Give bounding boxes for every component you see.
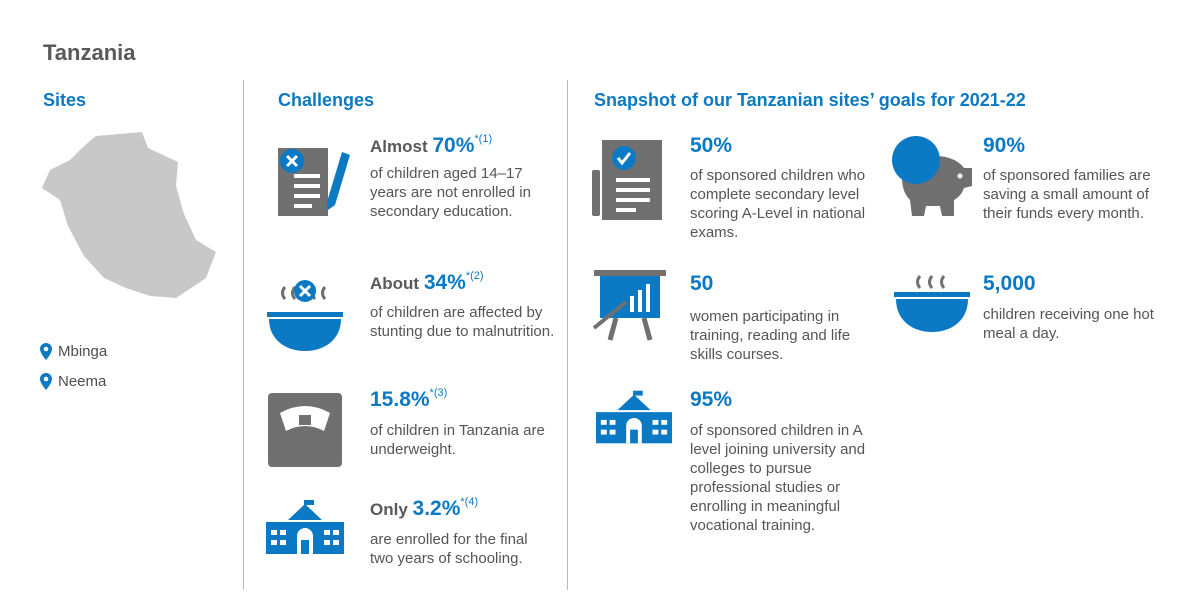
presentation-board-icon [592, 270, 666, 341]
challenge-1-headline: Almost 70%*(1) [370, 133, 493, 158]
school-icon [596, 390, 672, 444]
school-icon [266, 500, 344, 554]
goal-5-value: 95% [690, 388, 733, 411]
challenge-1-text: of children aged 14–17 years are not enr… [370, 165, 531, 220]
site-label: Mbinga [58, 343, 108, 360]
challenge-2-ref: *(2) [465, 270, 484, 282]
document-x-icon [278, 148, 350, 216]
tanzania-map [42, 132, 216, 298]
column-divider [243, 80, 244, 590]
location-pin-icon [40, 373, 52, 390]
goal-1-text: of sponsored children who complete secon… [690, 167, 866, 241]
challenge-1-prefix: Almost [370, 137, 428, 156]
challenge-1-value: 70% [432, 134, 475, 157]
challenge-4-prefix: Only [370, 500, 408, 519]
challenge-2-text: of children are affected by stunting due… [370, 304, 555, 340]
challenges-heading: Challenges [278, 90, 375, 110]
column-divider [567, 80, 568, 590]
goal-3-text: women participating in training, reading… [690, 308, 851, 363]
document-check-icon [592, 140, 662, 220]
goal-3-value: 50 [690, 272, 714, 295]
site-item-neema: Neema [40, 373, 106, 390]
challenge-2-value: 34% [423, 271, 466, 294]
page-title: Tanzania [43, 40, 136, 65]
goal-2-text: of sponsored families are saving a small… [983, 167, 1151, 222]
goal-4-text: children receiving one hot meal a day. [983, 306, 1154, 342]
scale-icon [268, 393, 342, 467]
challenge-3-value: 15.8% [370, 388, 430, 411]
challenge-4-ref: *(4) [460, 496, 479, 508]
site-item-mbinga: Mbinga [40, 343, 107, 360]
goal-2-value: 90% [983, 134, 1026, 157]
bowl-x-icon [267, 280, 343, 351]
goal-1-value: 50% [690, 134, 733, 157]
challenge-3-text: of children in Tanzania are underweight. [370, 422, 545, 458]
location-pin-icon [40, 343, 52, 360]
goal-4-value: 5,000 [983, 272, 1036, 295]
challenge-2-headline: About 34%*(2) [370, 270, 484, 295]
challenge-2-prefix: About [370, 274, 420, 293]
challenge-3-headline: 15.8%*(3) [370, 387, 448, 412]
hot-meal-bowl-icon [894, 275, 970, 332]
challenge-4-headline: Only 3.2%*(4) [370, 496, 479, 521]
challenge-1-ref: *(1) [474, 133, 493, 145]
sites-heading: Sites [43, 90, 87, 110]
goals-heading: Snapshot of our Tanzanian sites’ goals f… [594, 90, 1026, 110]
site-label: Neema [58, 373, 107, 390]
challenge-4-value: 3.2% [412, 497, 461, 520]
challenge-4-text: are enrolled for the final two years of … [370, 531, 528, 567]
piggy-bank-icon [892, 136, 972, 216]
goal-5-text: of sponsored children in A level joining… [690, 422, 866, 534]
challenge-3-ref: *(3) [429, 387, 448, 399]
